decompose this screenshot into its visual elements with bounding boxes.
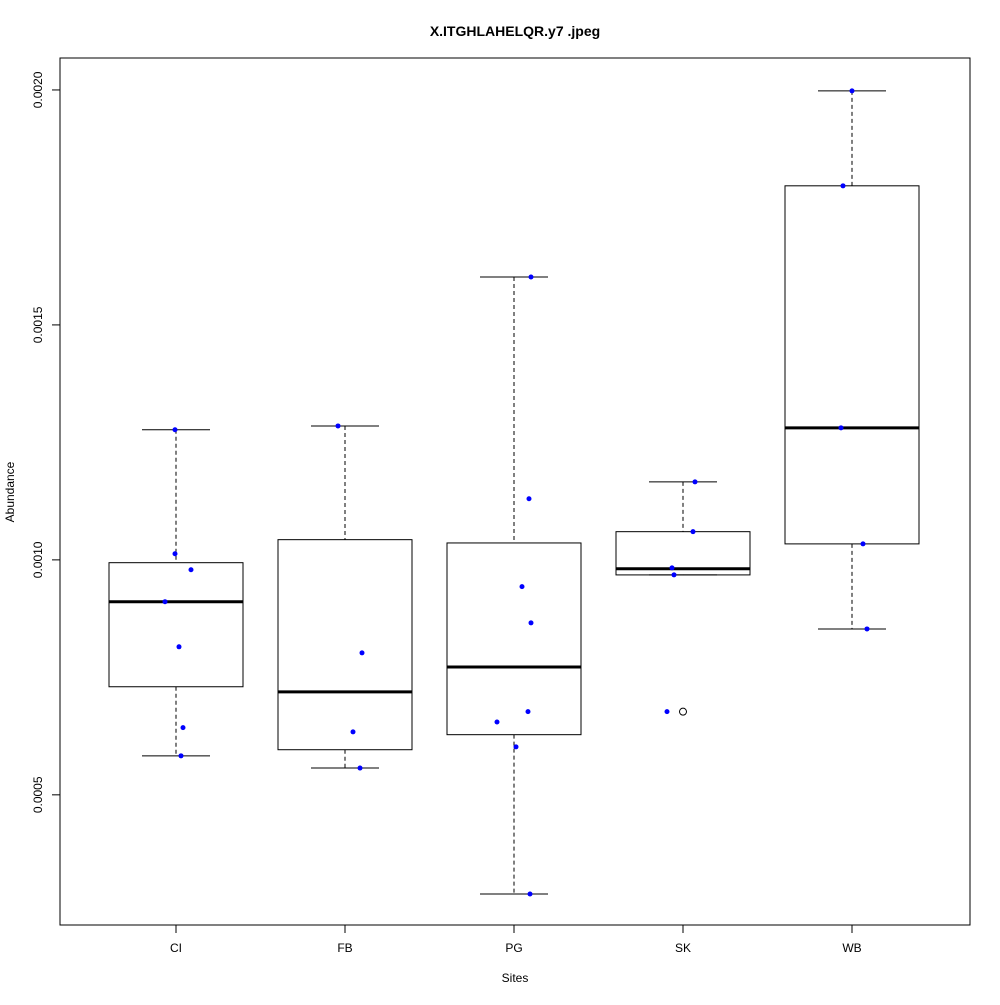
x-tick-label: CI — [170, 941, 182, 955]
y-tick-label: 0.0005 — [31, 776, 45, 813]
x-tick-label: SK — [675, 941, 691, 955]
data-point — [671, 572, 677, 578]
data-point — [335, 423, 341, 429]
data-point — [527, 891, 533, 897]
data-point — [840, 183, 846, 189]
x-tick-label: PG — [505, 941, 522, 955]
x-tick-label: FB — [337, 941, 352, 955]
data-point — [526, 496, 532, 502]
plot-frame — [59, 57, 971, 926]
y-tick-label: 0.0010 — [31, 541, 45, 578]
data-point — [669, 565, 675, 571]
data-point — [178, 753, 184, 759]
data-point — [519, 584, 525, 590]
data-point — [357, 765, 363, 771]
data-point — [838, 425, 844, 431]
x-axis-label: Sites — [502, 971, 529, 985]
data-point — [513, 744, 519, 750]
data-point — [180, 725, 186, 731]
box-SK — [615, 531, 751, 576]
data-point — [860, 541, 866, 547]
data-point — [176, 644, 182, 650]
x-tick-label: WB — [842, 941, 861, 955]
outlier-point — [679, 707, 687, 716]
box-FB — [277, 539, 413, 751]
data-point — [525, 709, 531, 715]
data-point — [172, 427, 178, 433]
data-point — [162, 599, 168, 605]
data-point — [849, 88, 855, 94]
data-point — [528, 620, 534, 626]
box-PG — [446, 542, 582, 736]
box-CI — [108, 562, 244, 688]
data-point — [350, 729, 356, 735]
data-point — [172, 551, 178, 557]
data-point — [692, 479, 698, 485]
data-point — [188, 567, 194, 573]
y-tick-label: 0.0020 — [31, 71, 45, 108]
data-point — [359, 650, 365, 656]
chart-title: X.ITGHLAHELQR.y7 .jpeg — [430, 23, 600, 39]
data-point — [864, 626, 870, 632]
data-point — [494, 719, 500, 725]
data-point — [664, 709, 670, 715]
y-axis-label: Abundance — [3, 461, 17, 522]
box-WB — [784, 185, 920, 545]
y-tick-label: 0.0015 — [31, 306, 45, 343]
data-point — [528, 274, 534, 280]
data-point — [690, 529, 696, 535]
